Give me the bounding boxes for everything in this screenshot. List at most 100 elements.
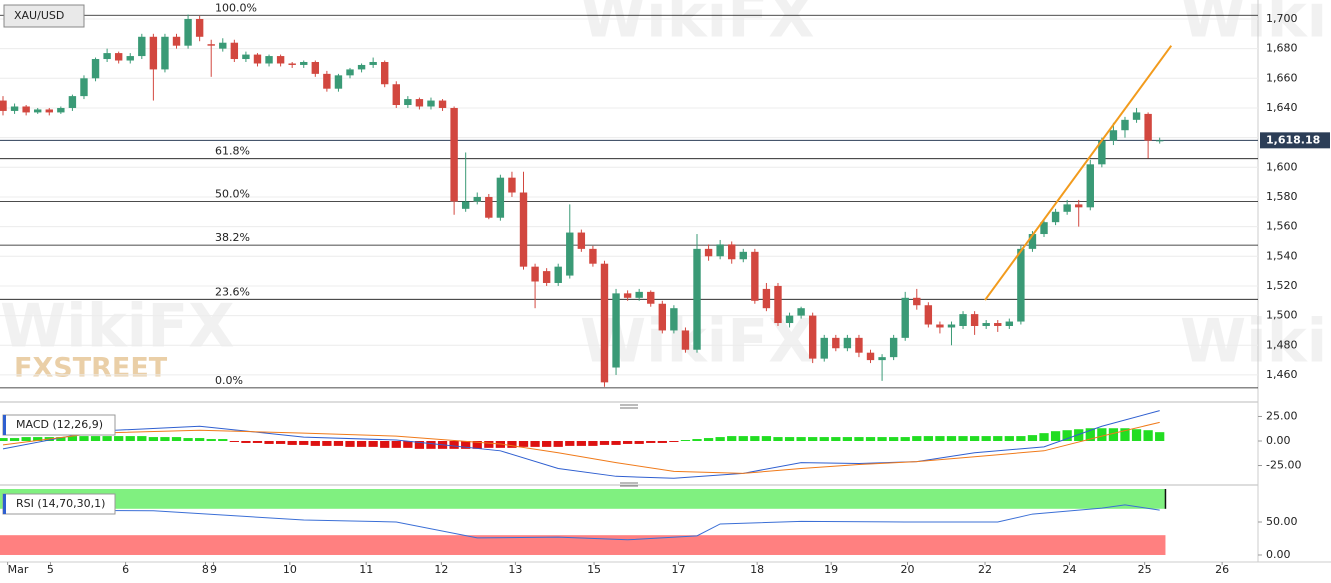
candle-body <box>913 297 921 306</box>
candle-body <box>647 291 655 304</box>
histogram-bar <box>1016 436 1026 441</box>
histogram-bar <box>808 437 818 441</box>
candle-body <box>820 337 828 359</box>
x-tick-label: 13 <box>508 563 522 576</box>
candle-body <box>323 73 331 89</box>
histogram-bar <box>461 440 471 449</box>
rsi-band <box>0 489 1166 509</box>
histogram-bar <box>738 436 748 441</box>
candle-body <box>797 308 805 316</box>
x-tick-label: 17 <box>672 563 686 576</box>
histogram-bar <box>56 437 66 441</box>
rsi-band <box>0 535 1166 555</box>
candle-body <box>357 64 366 70</box>
histogram-bar <box>703 438 714 441</box>
histogram-bar <box>889 437 899 441</box>
candle-body <box>878 357 886 361</box>
candle-body <box>1132 112 1141 120</box>
y-tick-label: 1,600 <box>1266 160 1298 173</box>
histogram-bar <box>1085 428 1095 441</box>
x-tick-label: 24 <box>1062 563 1076 576</box>
candle-body <box>589 248 597 264</box>
candle-body <box>866 352 875 361</box>
indicator-line <box>3 504 1160 541</box>
candle-body <box>855 337 863 353</box>
histogram-bar <box>102 436 112 441</box>
histogram-bar <box>264 440 274 444</box>
histogram-bar <box>1004 436 1014 441</box>
histogram-bar <box>33 437 43 441</box>
candle-body <box>0 100 7 111</box>
histogram-bar <box>993 436 1003 441</box>
y-tick-label: 1,560 <box>1266 220 1298 233</box>
candle-body <box>300 61 308 65</box>
panel-title: RSI (14,70,30,1) <box>16 497 105 510</box>
y-tick-label: 0.00 <box>1266 434 1291 447</box>
candle-body <box>1051 211 1060 223</box>
histogram-bar <box>322 440 332 446</box>
histogram-bar <box>727 436 737 441</box>
candle-body <box>531 266 539 282</box>
y-tick-label: 1,480 <box>1266 338 1298 351</box>
candle-body <box>138 36 146 57</box>
fib-label: 50.0% <box>215 187 250 200</box>
candle-body <box>785 315 794 324</box>
panel-title-accent <box>3 494 6 514</box>
candle-body <box>704 248 713 257</box>
histogram-bar <box>1131 429 1142 441</box>
x-tick-label: 25 <box>1138 563 1152 576</box>
candle-body <box>612 293 620 368</box>
histogram-bar <box>229 440 239 442</box>
x-tick-label: Mar <box>8 563 29 576</box>
candle-body <box>184 18 192 46</box>
y-tick-label: 1,660 <box>1266 71 1298 84</box>
histogram-bar <box>449 440 459 449</box>
candle-body <box>1121 119 1129 131</box>
x-tick-label: 22 <box>978 563 992 576</box>
histogram-bar <box>356 440 367 447</box>
y-tick-label: 1,460 <box>1266 368 1298 381</box>
histogram-bar <box>622 440 633 444</box>
candle-body <box>808 315 817 359</box>
indicator-line <box>2 421 1160 474</box>
watermark: WikiFX <box>1180 0 1331 52</box>
histogram-bar <box>530 440 540 447</box>
histogram-bar <box>819 437 829 441</box>
x-tick-label: 26 <box>1215 563 1229 576</box>
trendline <box>984 45 1173 301</box>
histogram-bar <box>114 436 124 441</box>
candle-body <box>219 42 227 49</box>
candle-body <box>265 56 273 64</box>
candle-body <box>1005 321 1014 326</box>
histogram-bar <box>912 436 922 441</box>
candle-body <box>242 54 250 60</box>
candle-body <box>288 63 296 65</box>
candle-body <box>438 100 447 108</box>
histogram-bar <box>877 437 887 441</box>
candle-body <box>207 44 215 46</box>
histogram-bar <box>518 440 529 447</box>
candle-body <box>415 99 424 107</box>
histogram-bar <box>646 440 656 443</box>
candle-body <box>716 244 724 257</box>
histogram-bar <box>171 437 182 441</box>
histogram-bar <box>1062 430 1072 441</box>
histogram-bar <box>1097 428 1107 441</box>
candle-body <box>10 106 19 111</box>
histogram-bar <box>842 437 853 441</box>
fib-label: 0.0% <box>215 374 243 387</box>
histogram-bar <box>1027 435 1038 441</box>
y-tick-label: 1,500 <box>1266 309 1298 322</box>
histogram-bar <box>576 440 586 446</box>
candle-body <box>774 285 782 324</box>
histogram-bar <box>472 440 482 449</box>
candle-body <box>623 293 632 298</box>
histogram-bar <box>946 436 957 441</box>
histogram-bar <box>1050 431 1061 441</box>
histogram-bar <box>507 440 517 448</box>
histogram-bar <box>67 436 78 441</box>
histogram-bar <box>21 437 31 441</box>
y-tick-label: 50.00 <box>1266 515 1298 528</box>
histogram-bar <box>148 437 159 441</box>
